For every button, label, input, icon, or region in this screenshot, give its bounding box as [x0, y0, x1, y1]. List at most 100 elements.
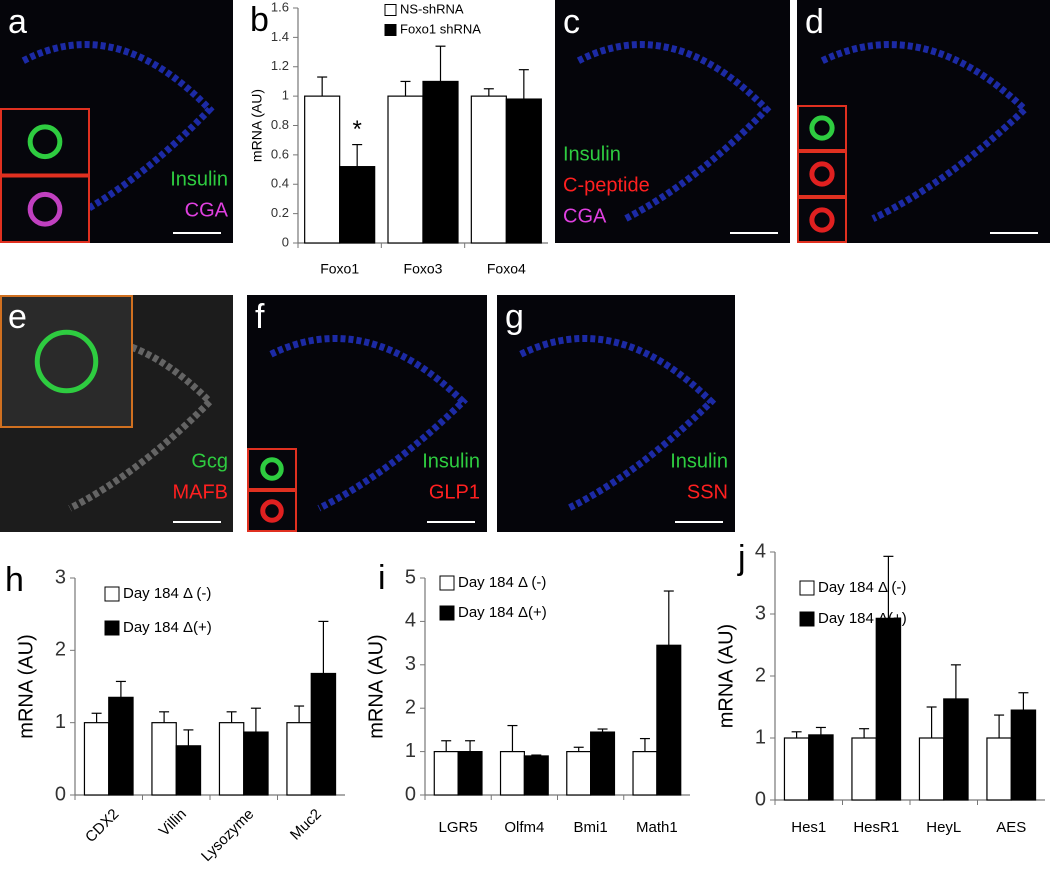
error-bar — [294, 705, 305, 723]
bar — [304, 95, 341, 244]
error-bar — [159, 711, 170, 723]
panel-label: h — [5, 561, 24, 599]
error-bar — [815, 726, 826, 735]
legend-swatch — [384, 4, 397, 16]
bar — [1010, 709, 1037, 801]
legend-label: Day 184 Δ(+) — [818, 610, 907, 627]
bar — [590, 731, 616, 796]
y-tick-label: 0 — [405, 783, 416, 805]
y-tick-label: 2 — [405, 696, 416, 718]
x-tick-label: AES — [996, 819, 1026, 836]
x-tick-label: Lysozyme — [198, 806, 257, 865]
y-tick-label: 1.6 — [271, 0, 289, 14]
x-tick-label: Math1 — [636, 819, 678, 836]
tissue — [21, 41, 215, 222]
bar — [83, 722, 110, 796]
x-tick-label: Foxo4 — [487, 261, 526, 277]
error-bar — [352, 143, 363, 167]
stain-label: Insulin — [422, 450, 480, 472]
y-tick-label: 0 — [755, 788, 766, 810]
inset — [0, 175, 90, 243]
bar — [851, 737, 877, 801]
y-tick-label: 3 — [55, 566, 66, 588]
y-tick-label: 2 — [55, 639, 66, 661]
bar — [433, 750, 459, 796]
error-bar — [859, 728, 870, 738]
panel-label: i — [378, 559, 386, 597]
stain-label: Insulin — [563, 143, 621, 165]
bar — [175, 745, 202, 796]
legend-label: Day 184 Δ (-) — [123, 585, 211, 602]
y-tick-label: 1 — [282, 88, 289, 103]
error-bar — [531, 754, 542, 756]
error-bar — [318, 620, 329, 674]
panel-label: j — [737, 539, 746, 577]
stain-label: CGA — [563, 205, 607, 227]
legend-swatch — [799, 580, 815, 596]
error-bar — [926, 706, 937, 738]
y-tick-label: 4 — [405, 610, 416, 632]
micrograph — [555, 0, 790, 243]
y-axis-title: mRNA (AU) — [15, 634, 37, 738]
y-axis-title: mRNA (AU) — [365, 634, 387, 738]
x-tick-label: Bmi1 — [574, 819, 608, 836]
bar — [286, 722, 312, 796]
legend-swatch — [799, 611, 815, 627]
legend-label: NS-shRNA — [400, 1, 464, 16]
cell — [34, 329, 99, 394]
x-tick-label: HesR1 — [853, 819, 899, 836]
cell — [260, 499, 284, 523]
panel-label: g — [505, 298, 524, 336]
panel-label: f — [255, 298, 265, 336]
error-bar — [883, 555, 894, 619]
x-tick-label: Foxo3 — [404, 261, 443, 277]
stain-label: SSN — [687, 481, 728, 503]
cell — [809, 115, 835, 141]
error-bar — [400, 80, 411, 97]
y-tick-label: 0 — [282, 234, 289, 249]
bar — [470, 95, 507, 244]
error-bar — [597, 728, 608, 733]
error-bar — [483, 88, 494, 97]
bar — [339, 166, 376, 244]
panel-label: d — [805, 3, 824, 41]
y-tick-label: 0.8 — [271, 117, 289, 132]
bar — [875, 617, 902, 801]
legend-swatch — [104, 620, 120, 636]
x-tick-label: Hes1 — [791, 819, 826, 836]
stain-label: MAFB — [172, 481, 228, 503]
error-bar — [226, 711, 237, 723]
tissue — [820, 41, 1030, 222]
bar — [243, 731, 269, 796]
bar — [422, 80, 459, 244]
cell — [27, 124, 63, 160]
inset — [797, 197, 847, 243]
y-tick-label: 0 — [55, 783, 66, 805]
y-tick-label: 2 — [755, 664, 766, 686]
bar — [108, 696, 134, 796]
inset — [0, 295, 133, 428]
error-bar — [950, 664, 961, 699]
x-tick-label: HeyL — [926, 819, 961, 836]
bar — [986, 737, 1012, 801]
bar — [918, 737, 945, 801]
x-tick-label: LGR5 — [439, 819, 478, 836]
inset — [247, 448, 297, 490]
panel-label: c — [563, 3, 580, 41]
error-bar — [435, 45, 446, 82]
panel-label: a — [8, 3, 27, 41]
bar — [566, 750, 592, 796]
cell — [27, 191, 63, 227]
x-tick-label: CDX2 — [82, 806, 122, 846]
y-tick-label: 1.4 — [271, 29, 289, 44]
tissue — [576, 41, 772, 222]
y-tick-label: 1 — [755, 726, 766, 748]
bar — [632, 750, 658, 796]
x-tick-label: Villin — [156, 806, 190, 840]
error-bar — [441, 740, 452, 752]
y-axis-title: mRNA (AU) — [249, 89, 265, 162]
cell — [809, 207, 835, 233]
cell — [260, 457, 284, 481]
cell — [809, 161, 835, 187]
